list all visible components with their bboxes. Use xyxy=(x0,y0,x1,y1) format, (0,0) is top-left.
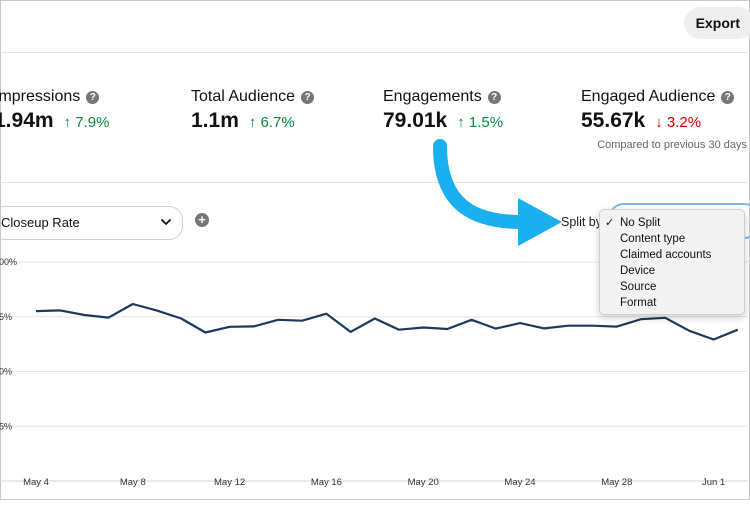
metric-value: 1.1m xyxy=(191,109,239,132)
metric-value: 1.94m xyxy=(0,109,54,132)
add-metric-icon[interactable]: + xyxy=(195,213,209,227)
chevron-down-icon xyxy=(160,207,172,251)
metric-engaged-audience: Engaged Audience? 55.67k ↓ 3.2% xyxy=(581,88,735,133)
compare-note: Compared to previous 30 days xyxy=(597,139,747,151)
help-icon[interactable]: ? xyxy=(487,91,501,104)
metric-label: Impressions xyxy=(0,88,81,105)
help-icon[interactable]: ? xyxy=(721,91,735,104)
help-icon[interactable]: ? xyxy=(301,91,315,104)
split-option-content-type[interactable]: Content type xyxy=(620,233,686,245)
split-option-no-split[interactable]: ✓ No Split xyxy=(605,217,661,229)
split-by-label: Split by xyxy=(561,215,602,229)
metric-change: ↑ 6.7% xyxy=(248,114,295,131)
metric-select-value: Closeup Rate xyxy=(1,215,80,230)
metric-engagements: Engagements? 79.01k ↑ 1.5% xyxy=(383,88,503,133)
section-divider xyxy=(0,182,750,183)
metric-label: Total Audience xyxy=(191,88,296,105)
metric-label: Engagements xyxy=(383,88,482,105)
metric-label: Engaged Audience xyxy=(581,88,716,105)
y-tick-label: 25% xyxy=(0,421,12,431)
x-tick-label: Jun 1 xyxy=(702,477,725,488)
x-tick-label: May 4 xyxy=(23,477,49,488)
metric-impressions: Impressions? 1.94m ↑ 7.9% xyxy=(0,88,109,133)
x-tick-label: May 24 xyxy=(504,477,535,488)
metric-change: ↑ 7.9% xyxy=(63,114,110,131)
y-tick-label: 75% xyxy=(0,312,12,322)
metric-select[interactable]: Closeup Rate xyxy=(0,206,183,240)
metric-value: 55.67k xyxy=(581,109,646,132)
series-line xyxy=(35,302,739,341)
export-button[interactable]: Export xyxy=(683,7,750,39)
metric-value: 79.01k xyxy=(383,109,448,132)
metric-change: ↑ 1.5% xyxy=(457,114,504,131)
x-tick-label: May 20 xyxy=(408,477,439,488)
x-tick-label: May 12 xyxy=(214,477,245,488)
arrow-up-icon: ↑ xyxy=(248,114,257,131)
split-option-format[interactable]: Format xyxy=(620,297,657,309)
help-icon[interactable]: ? xyxy=(86,91,100,104)
split-dropdown-menu: ✓ No Split Content type Claimed accounts … xyxy=(599,209,745,315)
split-option-source[interactable]: Source xyxy=(620,281,657,293)
arrow-up-icon: ↑ xyxy=(457,114,465,131)
metric-total-audience: Total Audience? 1.1m ↑ 6.7% xyxy=(191,88,315,133)
x-tick-label: May 28 xyxy=(601,477,632,488)
check-icon: ✓ xyxy=(605,217,615,229)
arrow-down-icon: ↓ xyxy=(655,114,663,131)
metric-change: ↓ 3.2% xyxy=(655,114,702,131)
y-tick-label: 50% xyxy=(0,367,12,377)
arrow-up-icon: ↑ xyxy=(63,114,72,131)
x-tick-label: May 16 xyxy=(311,477,342,488)
split-option-claimed-accounts[interactable]: Claimed accounts xyxy=(620,249,712,261)
split-option-device[interactable]: Device xyxy=(620,265,656,277)
y-tick-label: 100% xyxy=(0,257,17,267)
x-tick-label: May 8 xyxy=(120,477,146,488)
top-bar: Export xyxy=(0,0,750,53)
